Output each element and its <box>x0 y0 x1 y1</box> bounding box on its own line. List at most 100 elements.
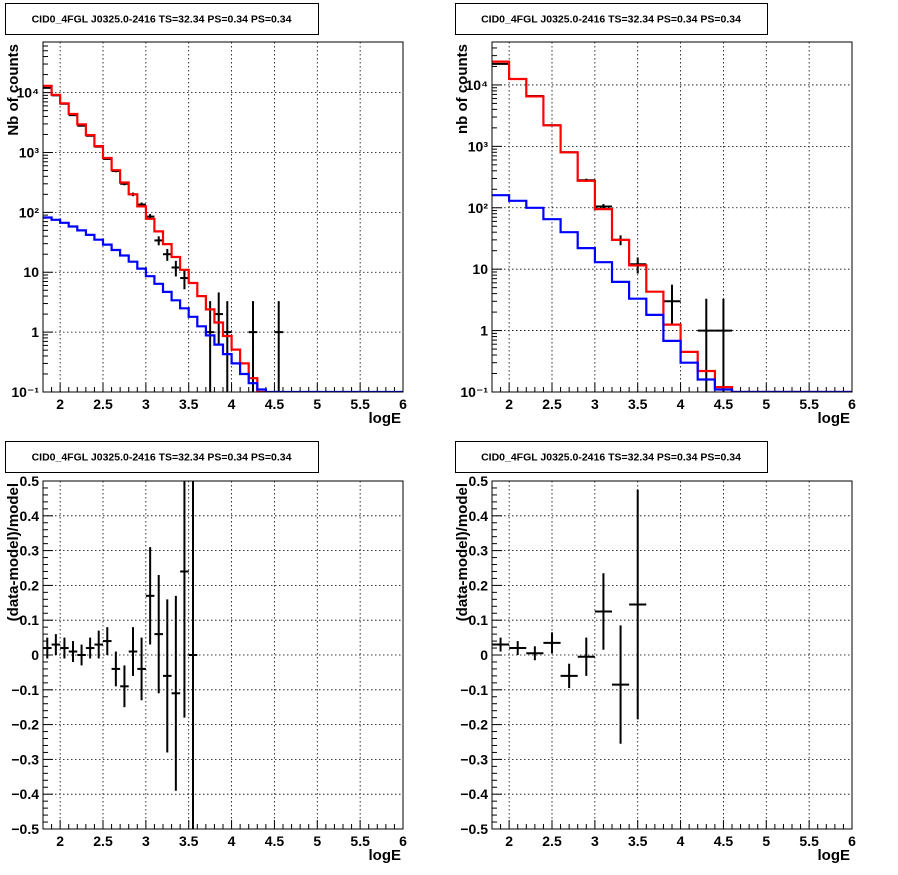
y-axis-label: nb of counts <box>454 44 471 134</box>
chart-panel-bottom-right: 2 2.5 3 3.5 4 4.5 5 5.5 6 −0.5 −0.4 −0.3 −0.2 −0.1 0 0.… <box>454 441 856 864</box>
data-point <box>594 573 612 650</box>
grid <box>43 42 403 392</box>
data-point <box>137 637 146 701</box>
y-tick-label: 0.3 <box>469 543 489 559</box>
data-point <box>629 489 647 720</box>
data-point <box>43 637 52 659</box>
y-tick-label: 0.1 <box>469 612 489 628</box>
x-tick-label: 3 <box>142 396 150 412</box>
x-tick-label: 5.5 <box>350 833 370 849</box>
x-tick-label: 3 <box>591 396 599 412</box>
x-tick-label: 2 <box>505 833 513 849</box>
x-tick-label: 5.5 <box>799 833 819 849</box>
data-point <box>111 651 121 687</box>
plot-area <box>43 481 198 829</box>
y-tick-label: 0.5 <box>20 473 40 489</box>
y-tick-label: −0.3 <box>460 751 488 767</box>
model-total-line <box>43 84 267 392</box>
data-point <box>663 284 681 324</box>
data-point <box>154 574 163 694</box>
x-tick-label: 6 <box>848 396 856 412</box>
y-axis-label: (data-model)/model <box>5 483 22 621</box>
model-total-line <box>492 60 852 392</box>
y-tick-label: −0.5 <box>460 821 488 837</box>
y-tick-label: 0 <box>31 647 39 663</box>
data-point <box>492 637 510 652</box>
x-axis-label: logE <box>369 847 402 864</box>
x-tick-label: 4 <box>677 396 685 412</box>
chart-panel-top-left: 2 2.5 3 3.5 4 4.5 5 5.5 6 10⁻¹ 1 10 10² 10³ 10⁴ logE Nb … <box>5 3 407 427</box>
data-point <box>612 625 630 744</box>
x-tick-label: 5.5 <box>799 396 819 412</box>
y-tick-label: −0.4 <box>11 786 39 802</box>
x-tick-label: 2.5 <box>542 396 562 412</box>
y-tick-label: −0.2 <box>11 717 39 733</box>
x-tick-label: 3 <box>591 833 599 849</box>
x-tick-label: 5 <box>313 396 321 412</box>
x-tick-label: 5 <box>762 396 770 412</box>
data-point <box>560 663 578 689</box>
y-tick-label: 10⁻¹ <box>11 384 39 400</box>
chart-title: CID0_4FGL J0325.0-2416 TS=32.34 PS=0.34 … <box>481 14 741 26</box>
title-box <box>5 441 319 473</box>
data-point <box>509 641 527 655</box>
x-tick-label: 2.5 <box>93 396 113 412</box>
data-point <box>180 481 189 718</box>
y-axis-label: Nb of counts <box>5 44 22 136</box>
axis-ticks <box>491 41 853 393</box>
x-tick-label: 3.5 <box>179 396 199 412</box>
x-axis-label: logE <box>818 847 851 864</box>
chart-title: CID0_4FGL J0325.0-2416 TS=32.34 PS=0.34 … <box>32 452 292 464</box>
data-point <box>60 637 69 659</box>
data-point <box>248 301 258 392</box>
axis-ticks <box>42 41 404 393</box>
y-tick-label: −0.3 <box>11 751 39 767</box>
data-point <box>180 270 189 290</box>
data-point <box>163 599 172 753</box>
y-tick-label: 0.4 <box>469 508 489 524</box>
y-tick-label: 10³ <box>468 138 489 154</box>
y-axis-label: (data-model)/model <box>454 483 471 621</box>
plot-area <box>492 489 647 744</box>
title-box <box>455 441 768 473</box>
x-axis-label: logE <box>369 410 402 427</box>
data-point <box>51 634 61 655</box>
plot-frame <box>42 41 404 393</box>
x-tick-label: 3 <box>142 833 150 849</box>
x-tick-label: 2 <box>56 833 64 849</box>
y-tick-label: 10⁴ <box>466 77 489 93</box>
data-point <box>154 236 163 246</box>
plot-frame <box>491 41 853 393</box>
model-source-line <box>492 194 852 392</box>
plot-frame <box>42 480 404 830</box>
y-tick-label: 0.2 <box>20 577 40 593</box>
x-tick-label: 5 <box>762 833 770 849</box>
data-point <box>274 301 283 392</box>
x-tick-label: 3.5 <box>628 396 648 412</box>
y-tick-label: 0.4 <box>20 508 40 524</box>
data-point <box>526 646 544 661</box>
x-tick-label: 4 <box>228 396 236 412</box>
y-tick-label: 0.5 <box>469 473 489 489</box>
y-tick-label: 10² <box>468 200 489 216</box>
data-point <box>697 298 715 392</box>
grid <box>492 42 852 392</box>
data-point <box>714 298 732 392</box>
x-tick-label: 6 <box>848 833 856 849</box>
data-point <box>77 644 86 666</box>
chart-title: CID0_4FGL J0325.0-2416 TS=32.34 PS=0.34 … <box>481 452 741 464</box>
data-point <box>223 301 232 392</box>
grid <box>43 481 403 829</box>
x-tick-label: 5 <box>313 833 321 849</box>
x-tick-label: 2 <box>56 396 64 412</box>
data-point <box>205 301 215 392</box>
y-tick-label: 1 <box>31 324 39 340</box>
y-tick-label: 1 <box>480 323 488 339</box>
y-tick-label: −0.1 <box>11 682 39 698</box>
data-point <box>188 481 198 829</box>
data-point <box>85 637 95 659</box>
data-point <box>543 632 561 654</box>
data-point <box>145 547 155 645</box>
data-point <box>171 260 181 277</box>
